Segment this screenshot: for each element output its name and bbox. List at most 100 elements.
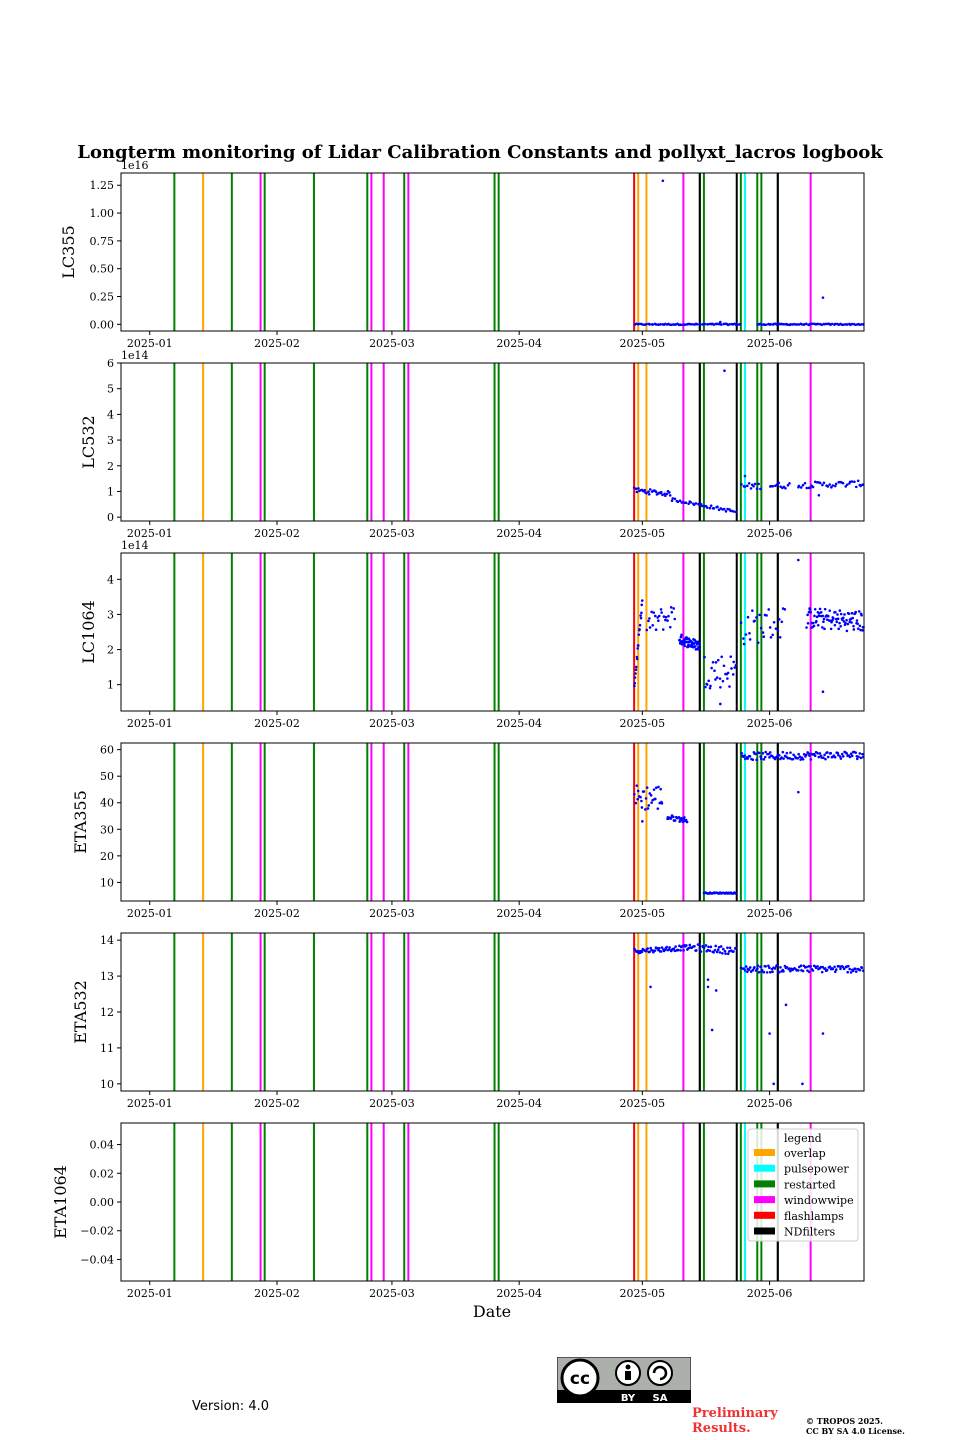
data-point xyxy=(689,322,693,326)
data-point xyxy=(813,614,816,618)
event-line-restarted xyxy=(366,553,369,711)
data-point xyxy=(668,625,672,629)
data-point xyxy=(654,797,657,801)
y-tick-label: 0.02 xyxy=(90,1167,115,1180)
data-point xyxy=(826,755,830,759)
data-point xyxy=(757,970,761,974)
event-line-overlap xyxy=(637,933,640,1091)
data-point xyxy=(859,628,862,632)
data-point xyxy=(841,755,845,758)
data-point xyxy=(638,623,642,627)
event-line-ndfilters xyxy=(735,173,738,331)
event-line-restarted xyxy=(312,933,315,1091)
data-point xyxy=(809,610,813,614)
y-axis-label: ETA355 xyxy=(71,790,90,854)
y-tick-label: 0.00 xyxy=(90,1196,115,1209)
copyright-notice: © TROPOS 2025. CC BY SA 4.0 License. xyxy=(806,1416,946,1436)
data-point xyxy=(708,506,712,510)
x-tick-label: 2025-04 xyxy=(496,717,542,730)
event-line-ndfilters xyxy=(698,933,701,1091)
data-point xyxy=(764,750,768,754)
x-tick-label: 2025-01 xyxy=(127,337,173,350)
data-point xyxy=(833,623,837,627)
data-point xyxy=(664,494,667,498)
event-line-restarted xyxy=(403,553,406,711)
data-point xyxy=(841,965,845,969)
data-point xyxy=(724,952,727,955)
data-point xyxy=(801,1082,804,1086)
data-point xyxy=(855,757,859,761)
data-point xyxy=(669,606,673,609)
data-point xyxy=(785,965,789,969)
data-point xyxy=(638,628,641,631)
data-point xyxy=(850,480,854,483)
data-point xyxy=(720,323,723,326)
data-point xyxy=(847,964,850,968)
data-point xyxy=(632,486,636,489)
data-point xyxy=(813,754,817,758)
data-point xyxy=(783,608,787,611)
data-point xyxy=(837,627,840,631)
y-tick-label: 4 xyxy=(107,408,114,421)
data-point xyxy=(822,617,826,621)
data-point xyxy=(671,497,675,500)
data-point xyxy=(757,482,760,486)
event-line-ndfilters xyxy=(698,173,701,331)
data-point xyxy=(823,967,827,970)
data-point xyxy=(817,494,821,497)
data-points xyxy=(633,750,865,895)
data-point xyxy=(739,621,743,624)
event-line-windowwipe xyxy=(809,933,812,1091)
data-point xyxy=(847,612,851,616)
event-line-restarted xyxy=(497,553,500,711)
data-point xyxy=(788,482,791,485)
data-point xyxy=(712,507,716,510)
event-line-restarted xyxy=(230,743,233,901)
data-point xyxy=(829,627,833,631)
data-point xyxy=(805,965,808,969)
data-point xyxy=(640,950,644,954)
event-line-ndfilters xyxy=(698,553,701,711)
legend-label-ndfilters: NDfilters xyxy=(784,1226,835,1239)
x-tick-label: 2025-04 xyxy=(496,527,542,540)
data-point xyxy=(807,970,811,974)
data-point xyxy=(709,504,713,507)
x-tick-label: 2025-02 xyxy=(254,527,300,540)
data-point xyxy=(685,820,689,824)
data-point xyxy=(751,758,755,762)
data-point xyxy=(716,505,719,509)
data-point xyxy=(703,322,707,326)
data-point xyxy=(698,643,701,646)
event-line-restarted xyxy=(403,173,406,331)
data-point xyxy=(642,790,646,793)
event-line-windowwipe xyxy=(682,173,685,331)
legend-swatch-windowwipe xyxy=(754,1196,775,1204)
event-line-windowwipe xyxy=(259,1123,262,1281)
event-line-windowwipe xyxy=(259,933,262,1091)
data-point xyxy=(789,323,792,326)
data-point xyxy=(643,488,646,492)
legend-label-pulsepower: pulsepower xyxy=(784,1163,849,1176)
data-point xyxy=(660,802,664,805)
data-point xyxy=(684,640,687,644)
event-line-windowwipe xyxy=(682,933,685,1091)
cc-text: cc xyxy=(570,1369,590,1389)
event-line-restarted xyxy=(230,1123,233,1281)
data-point xyxy=(803,481,807,485)
event-line-ndfilters xyxy=(698,1123,701,1281)
event-line-flashlamps xyxy=(633,933,636,1091)
data-point xyxy=(807,752,810,755)
data-point xyxy=(845,618,848,622)
event-line-restarted xyxy=(312,553,315,711)
event-line-restarted xyxy=(493,553,496,711)
event-line-restarted xyxy=(760,933,763,1091)
data-point xyxy=(652,950,655,954)
data-point xyxy=(849,971,853,974)
data-point xyxy=(828,483,832,486)
data-point xyxy=(808,608,812,611)
x-tick-label: 2025-04 xyxy=(496,1097,542,1110)
data-point xyxy=(731,673,735,676)
event-line-pulsepower xyxy=(743,173,746,331)
data-point xyxy=(710,666,713,670)
data-point xyxy=(777,617,781,621)
